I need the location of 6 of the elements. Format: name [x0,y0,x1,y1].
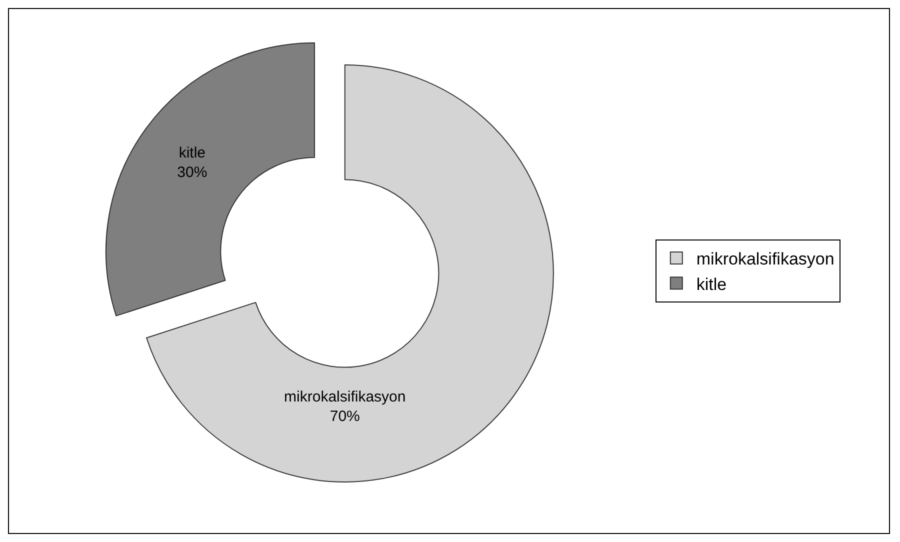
legend-label: mikrokalsifikasyon [696,250,834,269]
legend-label: kitle [696,274,727,294]
slice-label: kitle [178,144,206,162]
data-label: 70% [330,408,360,425]
data-label: 30% [177,164,208,181]
slice-label: mikrokalsifikasyon [284,388,406,406]
